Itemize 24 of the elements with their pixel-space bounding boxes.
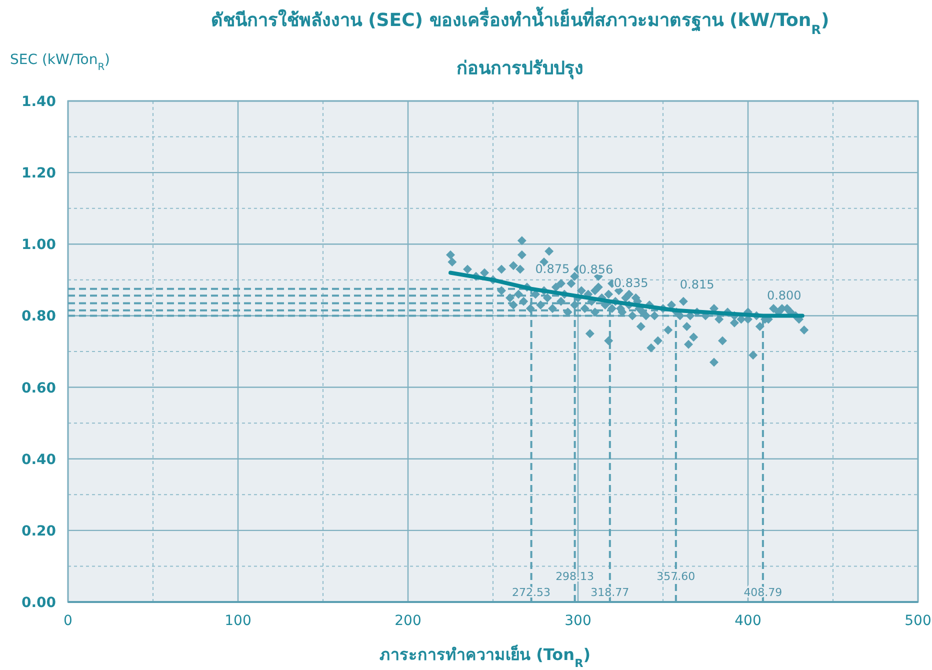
x-tick-label: 100 <box>224 613 252 629</box>
y-tick-label: 0.20 <box>21 523 56 540</box>
ref-line-label: 318.77 <box>590 586 630 599</box>
x-tick-label: 400 <box>734 613 762 629</box>
x-axis-title: ภาระการทำความเย็น (Ton$_{R}$) <box>380 643 590 670</box>
ref-line-label: 0.815 <box>680 277 714 292</box>
ref-line-label: 0.835 <box>614 276 648 290</box>
ref-line-label: 272.53 <box>512 586 551 599</box>
x-tick-label: 200 <box>394 613 422 629</box>
x-tick-label: 500 <box>904 613 932 629</box>
y-tick-label: 0.40 <box>21 452 56 468</box>
chart-subtitle: ก่อนการปรับปรุง <box>456 58 584 80</box>
x-tick-label: 300 <box>564 613 592 629</box>
x-tick-label: 0 <box>64 613 72 629</box>
ref-line-label: 0.875 <box>535 262 570 276</box>
y-tick-label: 0.00 <box>21 595 56 611</box>
y-tick-label: 0.80 <box>21 308 56 325</box>
y-tick-label: 1.00 <box>21 237 56 254</box>
chart-title: ดัชนีการใช้พลังงาน (SEC) ของเครื่องทำน้ำเย็นที่สภาวะมาตรฐาน (kW/Ton$_{R}$) <box>210 6 830 36</box>
y-tick-label: 1.40 <box>21 94 56 110</box>
ref-line-label: 0.800 <box>766 288 802 303</box>
y-axis-title: SEC (kW/Ton$_{R}$) <box>10 52 110 72</box>
y-tick-label: 0.60 <box>21 380 56 396</box>
y-tick-label: 1.20 <box>21 166 56 182</box>
